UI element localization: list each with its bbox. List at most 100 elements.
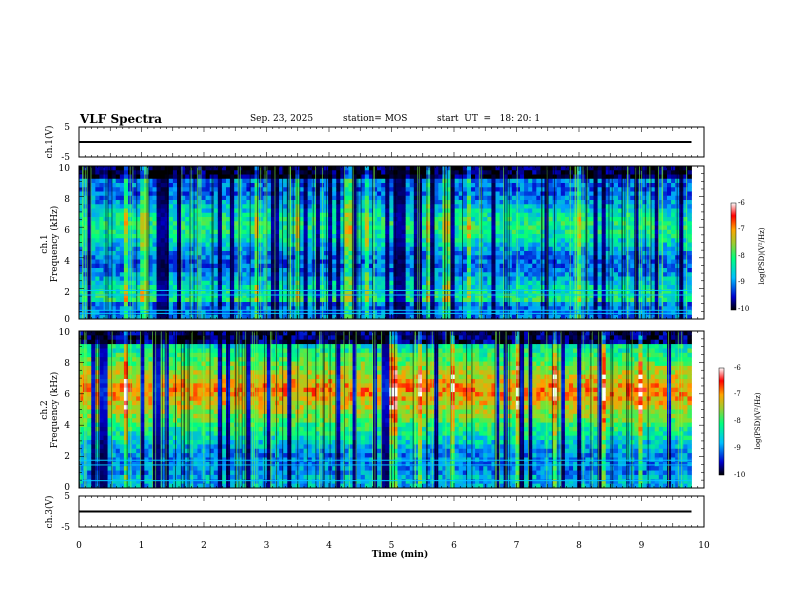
spectrogram-cell	[450, 178, 456, 184]
spectrogram-cell	[422, 272, 427, 277]
spectrogram-cell	[123, 259, 129, 265]
spectrogram-cell	[556, 251, 562, 256]
spectrogram-cell	[201, 306, 206, 311]
spectrogram-cell	[389, 200, 394, 205]
spectrogram-cell	[181, 204, 186, 209]
spectrogram-cell	[569, 293, 574, 299]
spectrogram-cell	[430, 170, 435, 175]
spectrogram-cell	[315, 183, 321, 188]
spectrogram-cell	[597, 195, 603, 201]
spectrogram-cell	[328, 225, 333, 231]
spectrogram-cell	[299, 221, 304, 226]
spectrogram-cell	[524, 272, 529, 277]
spectrogram-cell	[487, 268, 492, 273]
spectrogram-cell	[172, 272, 178, 277]
spectrogram-cell	[613, 306, 619, 311]
spectrogram-cell	[140, 234, 145, 239]
spectrogram-cell	[221, 170, 227, 175]
spectrogram-cell	[213, 204, 219, 209]
spectrogram-cell	[352, 170, 358, 175]
spectrogram-cell	[230, 234, 235, 239]
spectrogram-cell	[307, 183, 313, 188]
spectrogram-cell	[156, 276, 162, 282]
spectrogram-cell	[405, 276, 411, 282]
spectrogram-cell	[136, 178, 141, 184]
spectrogram-cell	[160, 276, 166, 282]
spectrogram-cell	[283, 166, 288, 171]
spectrogram-cell	[311, 234, 317, 239]
spectrogram-cell	[344, 166, 349, 171]
spectrogram-cell	[132, 242, 137, 248]
spectrogram-cell	[605, 204, 611, 209]
spectrogram-cell	[168, 293, 174, 299]
spectrogram-cell	[613, 272, 619, 277]
spectrogram-cell	[107, 204, 113, 209]
spectrogram-cell	[548, 166, 554, 171]
spectrogram-cell	[299, 212, 304, 218]
spectrogram-cell	[160, 289, 166, 294]
spectrogram-cell	[626, 229, 631, 235]
spectrogram-cell	[185, 174, 190, 180]
spectrogram-cell	[87, 276, 92, 282]
spectrogram-cell	[87, 242, 92, 248]
spectrogram-cell	[397, 310, 402, 316]
spectrogram-cell	[193, 272, 198, 277]
spectrogram-cell	[205, 280, 211, 286]
spectrogram-cell	[471, 191, 476, 197]
spectrogram-cell	[266, 195, 272, 201]
spectrogram-cell	[446, 187, 451, 192]
spectrogram-cell	[536, 251, 541, 256]
spectrogram-cell	[242, 268, 247, 273]
spectrogram-cell	[156, 178, 162, 184]
spectrogram-cell	[148, 242, 153, 248]
spectrogram-cell	[642, 183, 647, 188]
spectrogram-cell	[389, 289, 394, 294]
spectrogram-cell	[156, 174, 162, 180]
spectrogram-cell	[381, 280, 386, 286]
spectrogram-cell	[413, 234, 419, 239]
spectrogram-cell	[168, 174, 174, 180]
spectrogram-cell	[303, 208, 309, 214]
spectrogram-cell	[491, 208, 496, 214]
spectrogram-cell	[303, 314, 309, 319]
spectrogram-cell	[548, 263, 554, 269]
spectrogram-cell	[79, 204, 84, 209]
spectrogram-cell	[536, 195, 541, 201]
spectrogram-cell	[119, 285, 125, 290]
spectrogram-cell	[356, 195, 362, 201]
spectrogram-cell	[544, 195, 549, 201]
spectrogram-cell	[597, 178, 603, 184]
spectrogram-cell	[430, 276, 435, 282]
spectrogram-cell	[115, 183, 121, 188]
spectrogram-cell	[564, 229, 570, 235]
spectrogram-cell	[564, 306, 570, 311]
spectrogram-cell	[434, 229, 439, 235]
spectrogram-cell	[295, 225, 300, 231]
spectrogram-cell	[315, 268, 321, 273]
spectrogram-cell	[450, 314, 456, 319]
spectrogram-cell	[630, 204, 635, 209]
spectrogram-cell	[560, 310, 566, 316]
spectrogram-cell	[520, 212, 525, 218]
spectrogram-cell	[622, 297, 627, 303]
spectrogram-cell	[618, 293, 623, 299]
spectrogram-cell	[95, 200, 100, 205]
spectrogram-cell	[613, 310, 619, 316]
spectrogram-cell	[536, 310, 541, 316]
spectrogram-cell	[450, 221, 456, 226]
spectrogram-cell	[483, 272, 488, 277]
spectrogram-cell	[270, 259, 276, 265]
spectrogram-cell	[123, 293, 129, 299]
spectrogram-cell	[283, 276, 288, 282]
spectrogram-cell	[336, 183, 341, 188]
spectrogram-cell	[450, 204, 456, 209]
spectrogram-cell	[466, 306, 472, 311]
spectrogram-cell	[140, 221, 145, 226]
spectrogram-cell	[373, 221, 378, 226]
spectrogram-cell	[605, 251, 611, 256]
spectrogram-cell	[201, 297, 206, 303]
spectrogram-cell	[172, 208, 178, 214]
spectrogram-cell	[569, 251, 574, 256]
spectrogram-cell	[132, 251, 137, 256]
spectrogram-cell	[605, 178, 611, 184]
